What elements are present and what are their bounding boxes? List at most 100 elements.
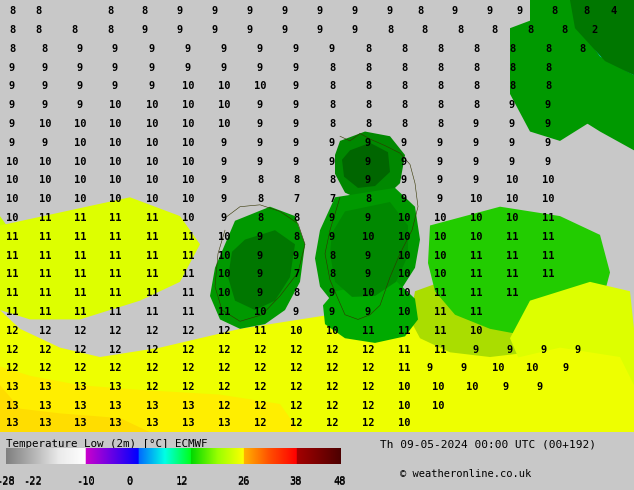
Text: 12: 12	[39, 326, 51, 336]
Text: 10: 10	[434, 270, 446, 279]
Polygon shape	[570, 0, 634, 75]
Text: 11: 11	[182, 288, 194, 298]
Text: 10: 10	[146, 100, 158, 110]
Polygon shape	[0, 338, 300, 432]
Text: 10: 10	[217, 250, 230, 261]
Text: 9: 9	[329, 307, 335, 317]
Text: 11: 11	[470, 288, 482, 298]
Text: 9: 9	[365, 138, 371, 148]
Text: 10: 10	[74, 138, 86, 148]
Text: 11: 11	[506, 232, 518, 242]
Text: 11: 11	[146, 213, 158, 223]
Text: 8: 8	[35, 6, 41, 16]
Text: 10: 10	[492, 363, 504, 373]
Text: -10: -10	[75, 477, 94, 487]
Text: 9: 9	[9, 81, 15, 92]
Text: 11: 11	[39, 288, 51, 298]
Text: 12: 12	[217, 363, 230, 373]
Text: 10: 10	[398, 382, 410, 392]
Text: 12: 12	[176, 477, 188, 487]
Text: 10: 10	[182, 81, 194, 92]
Text: 12: 12	[74, 326, 86, 336]
Text: 8: 8	[437, 100, 443, 110]
Text: 11: 11	[39, 232, 51, 242]
Text: Temperature Low (2m) [°C] ECMWF: Temperature Low (2m) [°C] ECMWF	[6, 439, 207, 449]
Text: 12: 12	[290, 401, 302, 411]
Text: 9: 9	[437, 194, 443, 204]
Text: 9: 9	[427, 363, 433, 373]
Text: 8: 8	[545, 44, 551, 54]
Text: 11: 11	[39, 213, 51, 223]
Text: 10: 10	[217, 232, 230, 242]
Text: 9: 9	[401, 194, 407, 204]
Text: 8: 8	[293, 232, 299, 242]
Text: 11: 11	[434, 344, 446, 354]
Text: 10: 10	[466, 382, 478, 392]
Text: 8: 8	[437, 63, 443, 73]
Text: 9: 9	[293, 100, 299, 110]
Text: 13: 13	[39, 418, 51, 428]
Text: 9: 9	[247, 25, 253, 35]
Text: 11: 11	[541, 213, 554, 223]
Text: 8: 8	[545, 81, 551, 92]
Text: 10: 10	[398, 288, 410, 298]
Text: 9: 9	[293, 63, 299, 73]
Text: 11: 11	[398, 363, 410, 373]
Text: 11: 11	[506, 250, 518, 261]
Text: 8: 8	[9, 6, 15, 16]
Text: 11: 11	[146, 288, 158, 298]
Text: 12: 12	[362, 382, 374, 392]
Text: 10: 10	[6, 194, 18, 204]
Text: 13: 13	[217, 418, 230, 428]
Text: 10: 10	[109, 157, 121, 167]
Text: 11: 11	[541, 232, 554, 242]
Text: 10: 10	[432, 382, 444, 392]
Text: 9: 9	[185, 63, 191, 73]
Text: 9: 9	[177, 25, 183, 35]
Text: -28: -28	[0, 475, 15, 486]
Text: 10: 10	[6, 157, 18, 167]
Text: 13: 13	[39, 401, 51, 411]
Text: 10: 10	[182, 100, 194, 110]
Text: 10: 10	[506, 175, 518, 185]
Text: 10: 10	[39, 119, 51, 129]
Text: 8: 8	[107, 25, 113, 35]
Text: 9: 9	[517, 6, 523, 16]
Text: 8: 8	[107, 6, 113, 16]
Text: 11: 11	[6, 288, 18, 298]
Text: 13: 13	[74, 401, 86, 411]
Polygon shape	[342, 143, 390, 188]
Text: 10: 10	[526, 363, 538, 373]
Text: 10: 10	[109, 175, 121, 185]
Text: 10: 10	[398, 270, 410, 279]
Text: -22: -22	[23, 475, 42, 486]
Text: 8: 8	[329, 63, 335, 73]
Text: 9: 9	[149, 81, 155, 92]
Text: 9: 9	[221, 63, 227, 73]
Text: 10: 10	[434, 232, 446, 242]
Polygon shape	[335, 131, 405, 202]
Text: 10: 10	[74, 194, 86, 204]
Polygon shape	[475, 347, 634, 432]
Text: 10: 10	[182, 157, 194, 167]
Text: 12: 12	[74, 344, 86, 354]
Text: 12: 12	[326, 401, 339, 411]
Text: 12: 12	[217, 326, 230, 336]
Text: 9: 9	[401, 157, 407, 167]
Text: 8: 8	[552, 6, 558, 16]
Text: 11: 11	[74, 232, 86, 242]
Text: 8: 8	[473, 100, 479, 110]
Text: 4: 4	[611, 6, 617, 16]
Text: 9: 9	[365, 270, 371, 279]
Text: 10: 10	[434, 213, 446, 223]
Text: 11: 11	[146, 232, 158, 242]
Text: 11: 11	[146, 270, 158, 279]
Text: 9: 9	[461, 363, 467, 373]
Text: 8: 8	[492, 25, 498, 35]
Polygon shape	[0, 197, 200, 319]
Text: 8: 8	[545, 63, 551, 73]
Text: 8: 8	[142, 6, 148, 16]
Text: 10: 10	[362, 288, 374, 298]
Text: 11: 11	[6, 232, 18, 242]
Text: 10: 10	[217, 270, 230, 279]
